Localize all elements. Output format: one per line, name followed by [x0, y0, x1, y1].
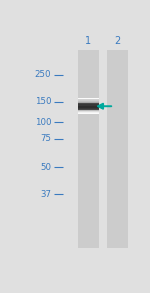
Text: 2: 2: [114, 36, 121, 46]
Bar: [78, 102, 99, 103]
Bar: [78, 98, 99, 100]
Bar: [78, 103, 99, 105]
Bar: [78, 108, 99, 110]
Text: 37: 37: [40, 190, 51, 199]
Text: 1: 1: [85, 36, 91, 46]
Bar: [78, 110, 99, 112]
Text: 50: 50: [40, 163, 51, 172]
Text: 100: 100: [35, 117, 51, 127]
Text: 150: 150: [35, 97, 51, 106]
Bar: [78, 103, 99, 110]
Bar: [78, 100, 99, 102]
Bar: [78, 99, 99, 101]
Bar: [78, 112, 99, 114]
Bar: [78, 105, 99, 107]
Bar: [78, 50, 99, 248]
Bar: [78, 109, 99, 111]
Bar: [78, 111, 99, 113]
Bar: [78, 107, 99, 109]
Text: 75: 75: [40, 134, 51, 144]
Bar: [78, 106, 99, 108]
Bar: [107, 50, 128, 248]
Bar: [78, 99, 99, 103]
Text: 250: 250: [35, 70, 51, 79]
Bar: [78, 104, 99, 105]
